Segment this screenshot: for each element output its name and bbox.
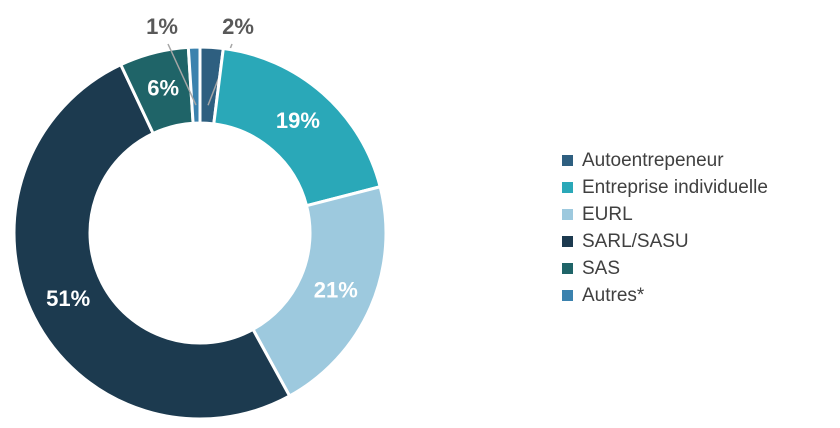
slice (250, 184, 388, 399)
slice-label: 2% (222, 14, 254, 39)
slice-label: 1% (146, 14, 178, 39)
slice (186, 45, 202, 125)
slice-label: 6% (147, 75, 179, 100)
legend-swatch (562, 263, 573, 274)
legend-label: SARL/SASU (582, 231, 689, 252)
slice (12, 62, 292, 421)
legend-swatch (562, 236, 573, 247)
legend-label: Entreprise individuelle (582, 177, 768, 198)
legend-swatch (562, 290, 573, 301)
legend-swatch (562, 182, 573, 193)
slice-label: 21% (314, 278, 358, 303)
legend-label: Autoentrepeneur (582, 150, 724, 171)
legend-label: EURL (582, 204, 633, 225)
legend-label: SAS (582, 258, 620, 279)
legend-swatch (562, 209, 573, 220)
slice-label: 19% (276, 108, 320, 133)
leader-line (167, 43, 197, 106)
slice-label: 51% (46, 286, 90, 311)
legend-label: Autres* (582, 285, 645, 306)
legend-swatch (562, 155, 573, 166)
